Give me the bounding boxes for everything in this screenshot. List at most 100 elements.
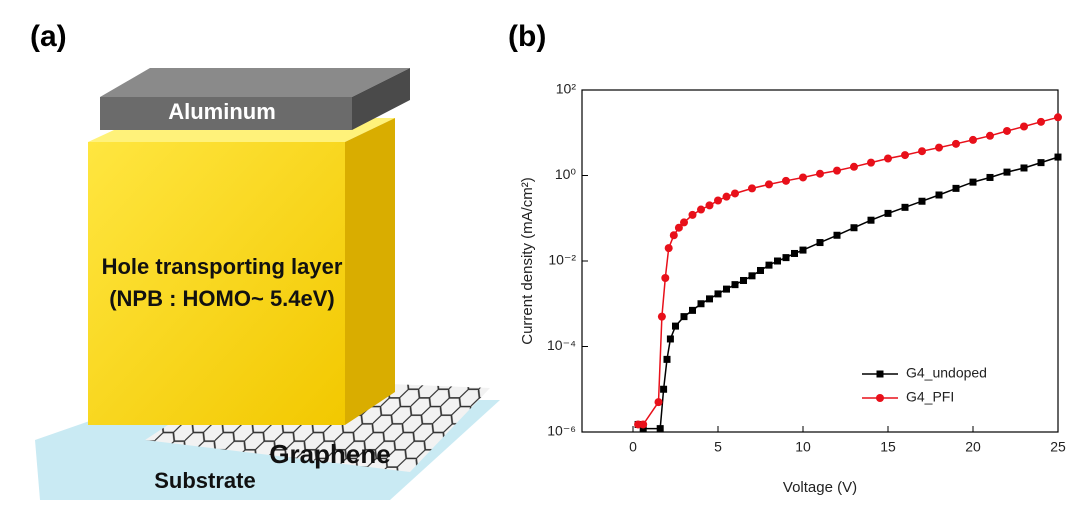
- marker: [705, 201, 714, 210]
- layer-label: Hole transporting layer: [102, 254, 343, 279]
- marker: [952, 184, 960, 192]
- marker: [748, 272, 756, 280]
- x-tick-label: 15: [880, 439, 896, 455]
- y-tick-label: 10⁻⁴: [547, 337, 576, 353]
- marker: [688, 210, 697, 219]
- marker: [782, 254, 790, 262]
- aluminum-top: [100, 68, 410, 97]
- marker: [884, 209, 892, 217]
- marker: [799, 246, 807, 254]
- marker: [850, 224, 858, 232]
- marker: [1020, 164, 1028, 172]
- marker: [697, 205, 705, 214]
- marker: [969, 178, 977, 186]
- marker: [639, 425, 647, 433]
- marker: [952, 139, 960, 148]
- marker: [986, 173, 994, 181]
- y-tick-label: 10⁰: [555, 166, 577, 182]
- marker: [867, 158, 875, 167]
- legend-label: G4_PFI: [906, 389, 954, 405]
- marker: [672, 322, 679, 330]
- device-diagram: Aluminum Hole transporting layer (NPB : …: [35, 68, 500, 500]
- y-axis-label: Current density (mA/cm²): [519, 177, 536, 345]
- marker: [674, 223, 683, 232]
- marker: [1054, 153, 1062, 161]
- legend-label: G4_undoped: [906, 365, 987, 381]
- marker: [680, 218, 688, 227]
- y-tick-label: 10⁻²: [548, 252, 576, 268]
- marker: [1003, 126, 1011, 135]
- marker: [765, 261, 773, 269]
- marker: [731, 189, 739, 198]
- marker: [666, 335, 674, 343]
- marker: [731, 281, 739, 289]
- marker: [884, 154, 892, 163]
- marker: [680, 313, 688, 321]
- legend-marker: [876, 394, 884, 402]
- marker: [656, 425, 664, 433]
- marker: [722, 192, 731, 201]
- marker: [663, 355, 671, 363]
- x-tick-label: 25: [1050, 439, 1066, 455]
- aluminum-front: [100, 97, 352, 130]
- panel-label: (a): [30, 20, 67, 53]
- marker: [714, 290, 722, 298]
- marker: [774, 257, 781, 265]
- marker: [918, 147, 926, 156]
- marker: [901, 203, 909, 211]
- marker: [816, 239, 824, 247]
- x-tick-label: 0: [629, 439, 637, 455]
- series-line: [638, 116, 1059, 426]
- marker: [757, 266, 764, 274]
- marker: [816, 169, 824, 178]
- layer-label: Substrate: [154, 468, 255, 493]
- marker: [1003, 168, 1011, 176]
- x-axis-label: Voltage (V): [783, 479, 857, 496]
- marker: [714, 196, 722, 205]
- layer-label: Graphene: [269, 439, 390, 469]
- htl-front: [88, 142, 345, 425]
- marker: [791, 249, 798, 257]
- aluminum-right: [352, 68, 410, 130]
- htl-right: [345, 118, 395, 425]
- marker: [833, 231, 841, 239]
- marker: [986, 131, 994, 140]
- chart: 0 5 10 15 20 25 10⁻⁶ 10⁻⁴ 10⁻² 10⁰ 10² Voltage (V) C…: [519, 81, 1066, 496]
- marker: [765, 180, 773, 189]
- marker: [740, 276, 747, 284]
- y-tick-label: 10⁻⁶: [547, 423, 576, 439]
- marker: [697, 300, 705, 308]
- panel-label: (b): [508, 20, 546, 53]
- marker: [654, 398, 663, 407]
- marker: [660, 385, 668, 393]
- marker: [901, 151, 909, 160]
- layer-label: Aluminum: [168, 99, 276, 124]
- marker: [1020, 122, 1028, 131]
- marker: [867, 216, 875, 224]
- marker: [969, 135, 977, 144]
- layer-label: (NPB : HOMO~ 5.4eV): [109, 286, 335, 311]
- x-tick-label: 20: [965, 439, 981, 455]
- legend-marker: [876, 370, 884, 378]
- marker: [935, 143, 943, 152]
- marker: [706, 295, 713, 303]
- marker: [748, 184, 756, 193]
- marker: [850, 162, 858, 171]
- marker: [723, 285, 730, 293]
- y-tick-label: 10²: [556, 81, 577, 97]
- marker: [657, 312, 666, 321]
- marker: [799, 173, 807, 182]
- marker: [782, 176, 790, 185]
- marker: [669, 231, 678, 240]
- marker: [664, 244, 673, 253]
- marker: [689, 306, 696, 314]
- marker: [1037, 117, 1045, 126]
- marker: [661, 274, 670, 283]
- x-tick-label: 10: [795, 439, 811, 455]
- x-tick-label: 5: [714, 439, 722, 455]
- marker: [1037, 159, 1045, 167]
- marker: [1054, 113, 1062, 122]
- marker: [918, 197, 926, 205]
- marker: [833, 166, 841, 175]
